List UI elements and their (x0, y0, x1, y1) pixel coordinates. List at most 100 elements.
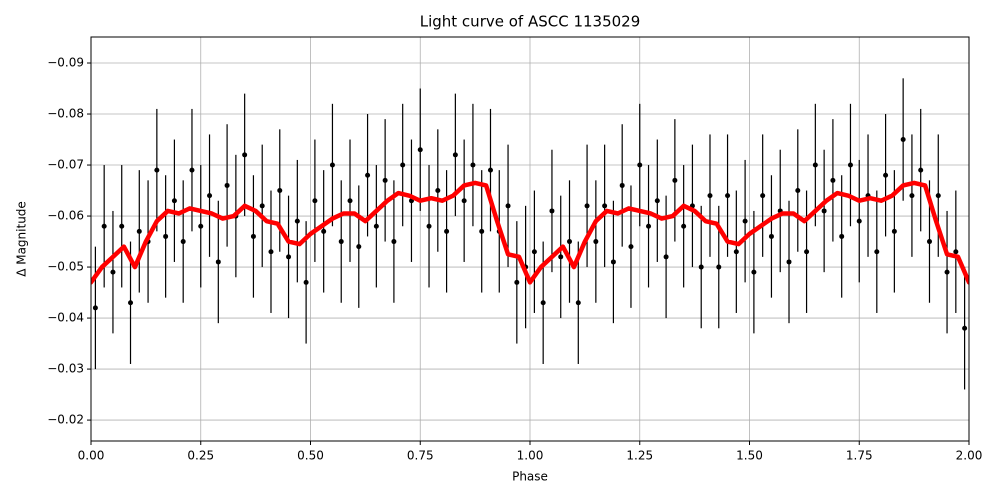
data-point (821, 208, 827, 214)
data-point (505, 203, 511, 209)
data-point (812, 162, 818, 168)
data-point (514, 279, 520, 285)
data-point (637, 162, 643, 168)
y-tick-label: −0.05 (47, 260, 84, 274)
data-point (742, 218, 748, 224)
data-point (461, 198, 467, 204)
data-point (277, 188, 283, 194)
data-point (531, 249, 537, 255)
data-point (628, 244, 634, 250)
data-point (259, 203, 265, 209)
x-tick-label: 1.75 (846, 449, 873, 463)
data-point (584, 203, 590, 209)
data-point (883, 172, 889, 178)
y-tick-label: −0.06 (47, 209, 84, 223)
data-point (224, 182, 230, 188)
data-point (250, 233, 256, 239)
y-tick-label: −0.08 (47, 107, 84, 121)
x-tick-label: 1.00 (517, 449, 544, 463)
x-tick-label: 0.00 (78, 449, 105, 463)
data-point (487, 167, 493, 173)
data-point (312, 198, 318, 204)
data-point (751, 269, 757, 275)
data-point (549, 208, 555, 214)
data-point (101, 223, 107, 229)
x-tick-label: 0.75 (407, 449, 434, 463)
x-tick-label: 2.00 (956, 449, 983, 463)
data-point (768, 233, 774, 239)
data-point (329, 162, 335, 168)
grid (90, 37, 970, 441)
data-point (417, 147, 423, 153)
data-point (900, 137, 906, 143)
x-axis-label: Phase (512, 470, 548, 484)
data-point (602, 203, 608, 209)
data-point (663, 254, 669, 260)
data-point (136, 228, 142, 234)
data-point (725, 193, 731, 199)
y-tick-label: −0.02 (47, 413, 84, 427)
y-tick-label: −0.07 (47, 158, 84, 172)
data-point (189, 167, 195, 173)
data-point (567, 239, 573, 245)
data-point (760, 193, 766, 199)
data-point (610, 259, 616, 265)
x-tick-label: 1.50 (736, 449, 763, 463)
data-point (830, 177, 836, 183)
y-axis-label: Δ Magnitude (15, 201, 29, 277)
data-point (856, 218, 862, 224)
data-point (110, 269, 116, 275)
y-tick-label: −0.04 (47, 311, 84, 325)
data-point (444, 228, 450, 234)
x-tick-label: 1.25 (626, 449, 653, 463)
data-point (918, 167, 924, 173)
data-point (786, 259, 792, 265)
data-point (558, 254, 564, 260)
data-point (356, 244, 362, 250)
data-point (839, 233, 845, 239)
data-point (891, 228, 897, 234)
data-point (944, 269, 950, 275)
data-point (795, 188, 801, 194)
data-point (470, 162, 476, 168)
fit-line (91, 180, 969, 285)
data-point (435, 188, 441, 194)
data-point (619, 182, 625, 188)
data-point (128, 300, 134, 306)
data-point (733, 249, 739, 255)
data-point (163, 233, 169, 239)
data-point (321, 228, 327, 234)
data-point (953, 249, 959, 255)
y-tick-label: −0.09 (47, 56, 84, 70)
data-point (847, 162, 853, 168)
data-point (154, 167, 160, 173)
data-point (391, 239, 397, 245)
data-point (119, 223, 125, 229)
data-point (365, 172, 371, 178)
data-point (698, 264, 704, 270)
data-point (426, 223, 432, 229)
chart-title: Light curve of ASCC 1135029 (420, 13, 641, 31)
data-point (268, 249, 274, 255)
data-point (180, 239, 186, 245)
data-point (681, 223, 687, 229)
data-point (294, 218, 300, 224)
plot-area (91, 78, 969, 390)
data-point (286, 254, 292, 260)
data-point (804, 249, 810, 255)
data-point (926, 239, 932, 245)
data-point (935, 193, 941, 199)
data-point (400, 162, 406, 168)
data-point (452, 152, 458, 158)
data-point (654, 198, 660, 204)
data-point (347, 198, 353, 204)
data-point (373, 223, 379, 229)
data-point (303, 279, 309, 285)
data-point (707, 193, 713, 199)
ticks: 0.00 0.25 0.50 0.75 1.00 1.25 1.50 1.75 2.00 −0.0… (47, 56, 982, 463)
y-tick-label: −0.03 (47, 362, 84, 376)
data-point (575, 300, 581, 306)
data-point (479, 228, 485, 234)
data-point (646, 223, 652, 229)
